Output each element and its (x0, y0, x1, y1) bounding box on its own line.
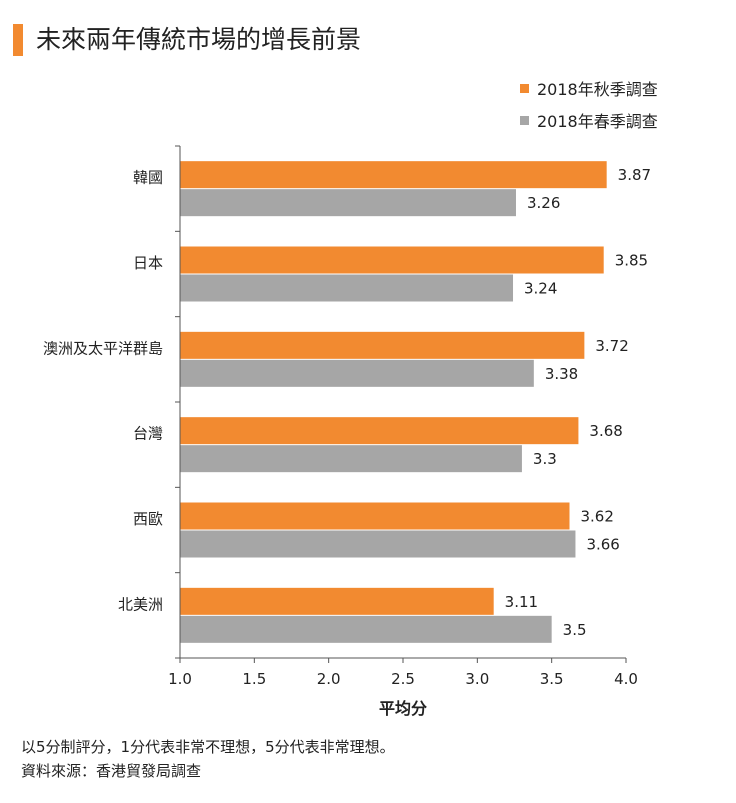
bar-autumn (180, 417, 579, 445)
x-tick-label: 1.0 (168, 670, 192, 688)
bar-autumn (180, 246, 604, 274)
x-tick-label: 3.0 (465, 670, 489, 688)
x-tick-label: 2.5 (391, 670, 415, 688)
x-tick-label: 4.0 (614, 670, 638, 688)
category-label: 北美洲 (118, 595, 163, 613)
bar-spring (180, 445, 522, 473)
data-label: 3.72 (595, 337, 628, 355)
x-axis-title: 平均分 (379, 699, 427, 718)
footnote-scale: 以5分制評分，1分代表非常不理想，5分代表非常理想。 (21, 738, 395, 756)
bar-autumn (180, 331, 585, 359)
bar-spring (180, 615, 552, 643)
x-tick-label: 2.0 (317, 670, 341, 688)
legend-label-spring: 2018年春季調查 (537, 112, 658, 131)
category-label: 西歐 (133, 510, 163, 528)
data-label: 3.62 (581, 508, 614, 526)
data-label: 3.11 (505, 593, 538, 611)
category-label: 韓國 (133, 169, 163, 187)
data-label: 3.68 (589, 422, 622, 440)
data-label: 3.3 (533, 450, 557, 468)
bar-autumn (180, 587, 494, 615)
category-label: 日本 (133, 254, 163, 272)
legend-swatch-autumn (520, 83, 529, 93)
data-label: 3.26 (527, 194, 560, 212)
legend-label-autumn: 2018年秋季調查 (537, 80, 658, 99)
bar-spring (180, 189, 516, 217)
bar-spring (180, 530, 576, 558)
bar-spring (180, 274, 514, 302)
title-accent-bar (13, 24, 23, 56)
category-label: 澳洲及太平洋群島 (43, 339, 163, 357)
footnote-source: 資料來源：香港貿發局調查 (21, 762, 202, 780)
data-label: 3.24 (524, 280, 557, 298)
data-label: 3.38 (545, 365, 578, 383)
x-tick-label: 3.5 (540, 670, 564, 688)
category-label: 台灣 (133, 425, 163, 443)
data-label: 3.5 (563, 621, 587, 639)
data-label: 3.87 (618, 166, 651, 184)
data-label: 3.85 (615, 252, 648, 270)
legend-swatch-spring (520, 115, 529, 125)
bar-autumn (180, 161, 607, 189)
legend: 2018年秋季調查 2018年春季調查 (520, 72, 658, 136)
legend-item-autumn: 2018年秋季調查 (520, 72, 658, 104)
bar-spring (180, 359, 534, 387)
legend-item-spring: 2018年春季調查 (520, 104, 658, 136)
bar-autumn (180, 502, 570, 530)
chart-title: 未來兩年傳統市場的增長前景 (36, 25, 362, 54)
data-label: 3.66 (586, 536, 619, 554)
x-tick-label: 1.5 (242, 670, 266, 688)
